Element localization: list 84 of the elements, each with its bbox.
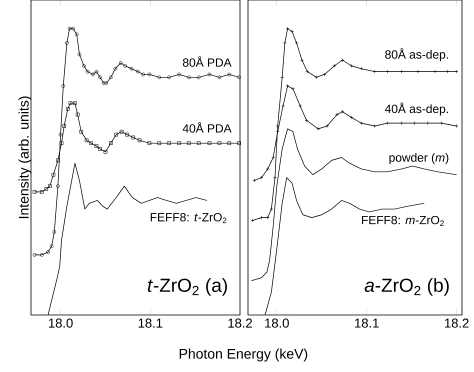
point <box>218 141 222 146</box>
point <box>108 75 113 80</box>
point <box>91 72 95 76</box>
point <box>118 61 123 65</box>
x-tick-label: 18.0 <box>265 318 289 328</box>
point <box>130 66 134 71</box>
point <box>58 132 62 136</box>
point <box>177 141 181 146</box>
point <box>123 64 128 68</box>
point <box>208 141 212 146</box>
point <box>48 184 52 188</box>
point <box>74 32 79 36</box>
point <box>157 141 162 146</box>
point <box>52 230 56 234</box>
point <box>227 72 232 76</box>
point <box>73 101 77 105</box>
x-tick-label: 18.2 <box>228 318 252 328</box>
point <box>79 130 84 134</box>
point <box>62 124 66 128</box>
point <box>108 141 113 146</box>
series-label: 80Å as-dep. <box>385 48 448 62</box>
point <box>94 144 98 148</box>
point <box>125 132 129 136</box>
point <box>104 81 108 85</box>
point <box>148 72 152 76</box>
point <box>102 81 106 85</box>
series-label: 40Å PDA <box>182 122 232 133</box>
point <box>50 244 54 248</box>
point <box>65 41 69 45</box>
series-label: FEFF8: m-ZrO$_{2}$ <box>362 216 444 226</box>
point <box>46 250 50 254</box>
point <box>86 70 90 74</box>
point <box>167 141 171 146</box>
point <box>177 72 181 76</box>
x-axis-title: Photon Energy (keV) <box>180 348 308 362</box>
point <box>61 84 66 88</box>
point <box>113 66 118 71</box>
series-label: FEFF8: t-ZrO$_{2}$ <box>150 212 226 224</box>
series-label: powder (m) <box>389 153 448 164</box>
series-label: 80Å PDA <box>182 56 232 67</box>
point <box>167 75 171 80</box>
point <box>84 138 88 142</box>
point <box>148 141 152 146</box>
point <box>89 141 93 146</box>
point <box>68 101 72 105</box>
point <box>138 138 142 142</box>
annotation: a-ZrO$_{2}$ (b) <box>364 278 449 296</box>
x-tick-label: 18.0 <box>48 318 73 328</box>
point <box>56 158 60 162</box>
series-label: 40Å as-dep. <box>384 102 448 116</box>
point <box>120 130 124 134</box>
point <box>196 75 201 80</box>
point <box>208 72 212 76</box>
point <box>187 141 191 146</box>
point <box>68 26 72 30</box>
point <box>141 72 145 76</box>
point <box>44 187 48 191</box>
point <box>40 190 44 194</box>
point <box>196 141 201 146</box>
point <box>71 26 76 30</box>
point <box>76 112 80 116</box>
point <box>40 253 44 257</box>
point <box>157 75 162 80</box>
point <box>136 70 140 74</box>
point <box>114 132 118 136</box>
y-axis-title: Intensity (arb. units) <box>18 96 32 218</box>
point <box>187 75 191 80</box>
x-tick-label: 18.1 <box>138 318 162 328</box>
annotation: t-ZrO$_{2}$ (a) <box>148 278 227 296</box>
point <box>66 106 70 111</box>
point <box>131 136 136 140</box>
point <box>94 70 98 74</box>
point <box>52 172 56 177</box>
point <box>60 141 64 146</box>
point <box>227 141 232 146</box>
point <box>98 147 102 151</box>
point <box>78 52 82 56</box>
x-tick-label: 18.2 <box>444 318 469 328</box>
point <box>218 75 222 80</box>
point <box>104 150 108 154</box>
point <box>98 75 102 80</box>
point <box>82 64 86 68</box>
x-tick-label: 18.1 <box>355 318 379 328</box>
point <box>56 184 60 188</box>
